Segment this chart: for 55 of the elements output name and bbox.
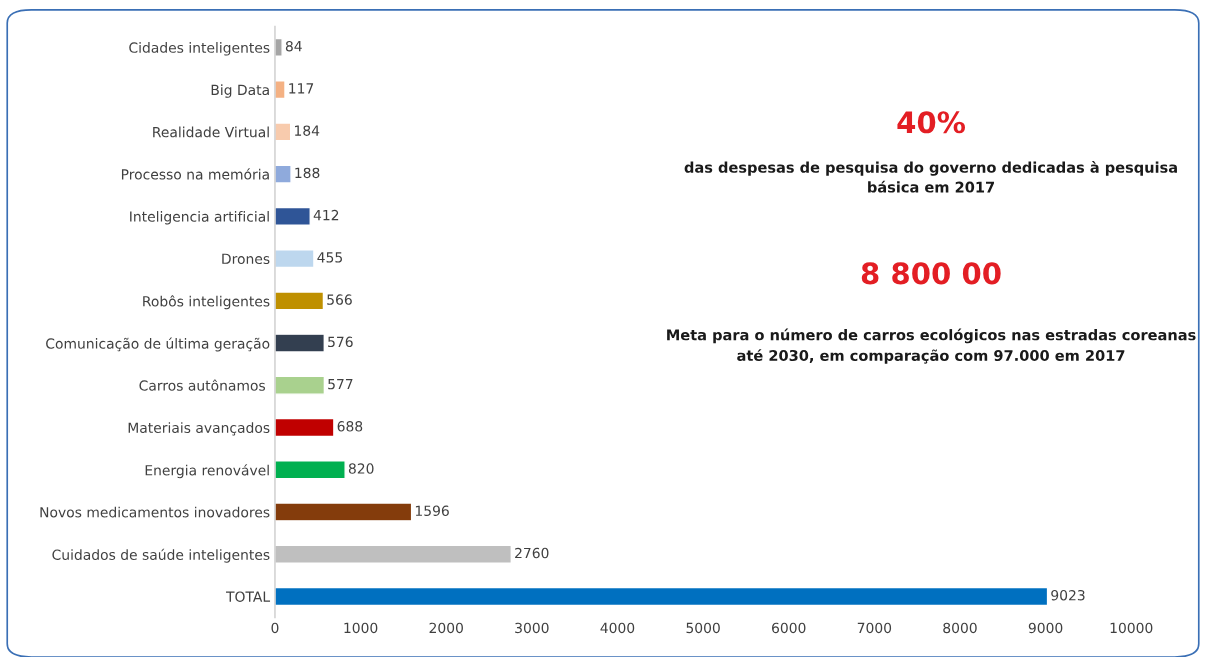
x-tick-label: 7000 [857,622,892,634]
bar [274,80,286,100]
y-tick-label: Novos medicamentos inovadores [40,506,270,518]
x-tick-label: 5000 [686,622,720,634]
bar [274,502,413,522]
data-label: 688 [337,421,363,432]
data-label: 566 [327,294,352,305]
x-tick-label: 0 [271,622,279,634]
y-tick-label: Cidades inteligentes [129,42,270,56]
y-tick-label: Comunicação de última geração [46,337,270,352]
x-tick-label: 6000 [772,622,806,634]
data-label: 117 [289,83,314,94]
y-tick-label: Processo na memória [121,168,269,180]
data-label: 820 [348,463,374,474]
y-tick-label: Robôs inteligentes [143,295,270,310]
x-tick-label: 10000 [1110,622,1153,634]
data-label: 184 [295,125,320,136]
x-tick-label: 4000 [600,622,635,634]
bar [274,206,311,226]
y-tick-label: Drones [222,253,270,265]
annotation: 8 800 00 [861,262,1001,285]
bar [274,586,1049,607]
bar [274,122,292,142]
data-label: 455 [317,252,342,263]
y-tick-label: TOTAL [226,591,271,602]
data-label: 84 [285,40,302,52]
bar [274,417,335,438]
x-tick-label: 1000 [344,622,378,634]
y-tick-label: Materiais avançados [128,422,270,436]
data-label: 9023 [1051,589,1085,601]
data-label: 2760 [515,547,549,559]
data-label: 577 [328,378,353,390]
y-tick-label: Energia renovável [145,464,269,479]
x-tick-label: 9000 [1028,622,1063,634]
data-label: 576 [328,336,353,348]
data-label: 1596 [415,505,449,517]
bar [274,460,346,480]
y-tick-label: Realidade Virtual [153,126,269,138]
bar [274,375,326,395]
x-tick-label: 8000 [943,622,977,634]
annotation: 40% [897,111,966,134]
y-tick-label: Inteligencia artificial [130,211,269,225]
y-tick-label: Cuidados de saúde inteligentes [52,548,270,563]
x-tick-label: 3000 [515,622,549,634]
x-tick-label: 2000 [429,622,463,634]
annotation: Meta para o número de carros ecológicos nas estradas coreanas até 2030, em comparação com 97.000 em 2017 [667,328,1196,364]
data-label: 188 [295,167,320,179]
annotation: das despesas de pesquisa do governo dedicadas à pesquisa básica em 2017 [684,160,1177,193]
bar [274,291,325,311]
y-tick-label: Carros autônamos [139,379,266,391]
bar [274,164,292,184]
bar [274,333,325,353]
bar [274,249,315,269]
y-tick-label: Big Data [211,84,269,98]
data-label: 412 [313,209,339,221]
